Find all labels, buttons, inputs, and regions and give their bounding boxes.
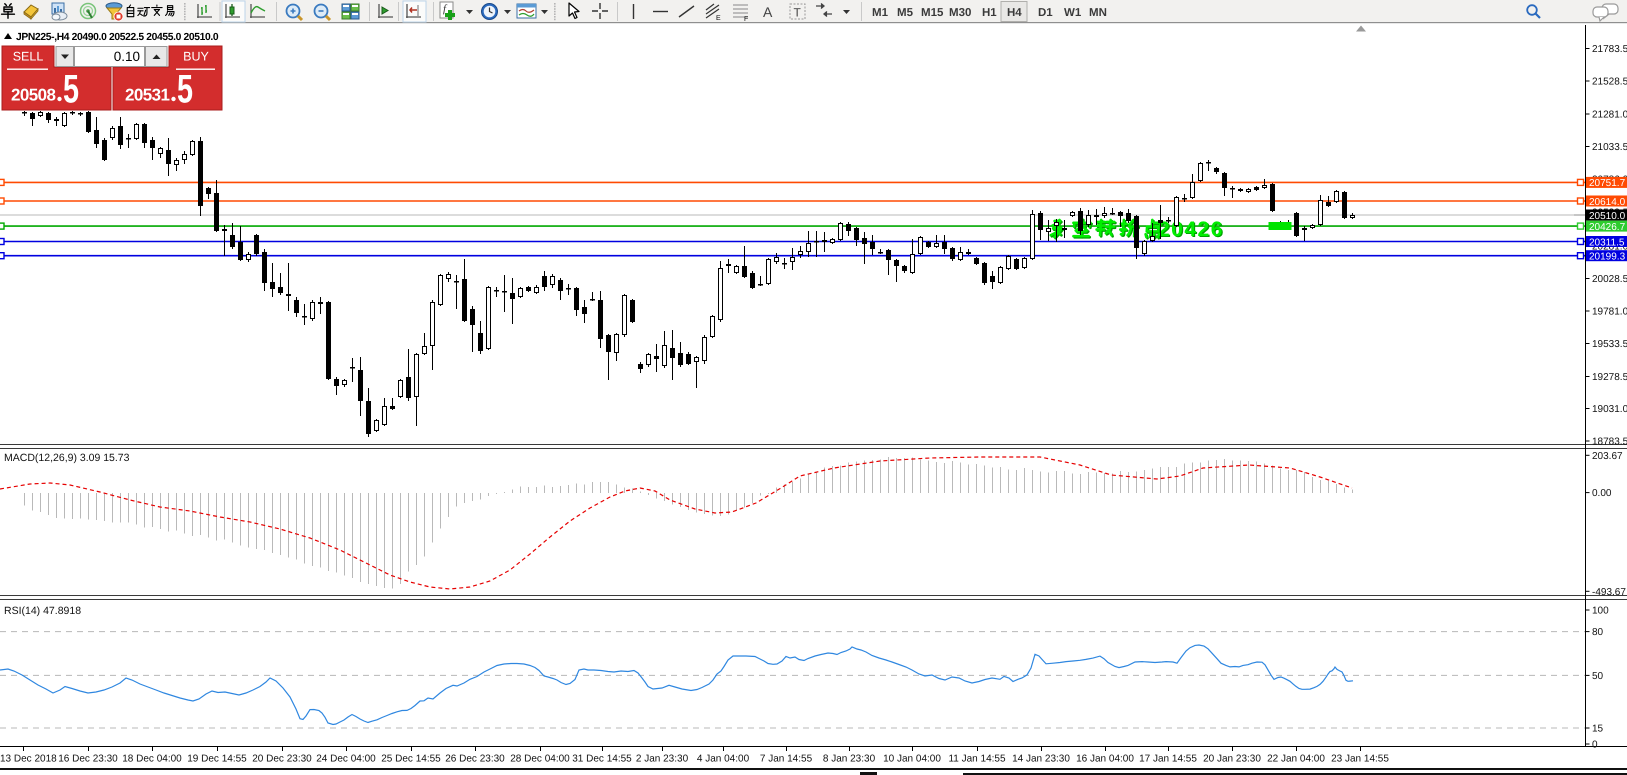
svg-text:80: 80 xyxy=(1592,627,1604,638)
svg-text:203.67: 203.67 xyxy=(1592,451,1623,462)
svg-text:20508: 20508 xyxy=(11,86,56,105)
svg-text:20510.0: 20510.0 xyxy=(1589,211,1626,222)
svg-text:T: T xyxy=(794,6,802,20)
svg-text:A: A xyxy=(763,4,773,20)
svg-text:18783.5: 18783.5 xyxy=(1592,437,1627,448)
svg-text:M30: M30 xyxy=(949,7,971,19)
svg-text:20614.0: 20614.0 xyxy=(1589,197,1626,208)
svg-text:F: F xyxy=(744,16,748,23)
svg-text:20199.3: 20199.3 xyxy=(1589,252,1626,263)
svg-text:26 Dec 23:30: 26 Dec 23:30 xyxy=(445,754,505,765)
svg-text:M15: M15 xyxy=(921,7,944,19)
svg-text:50: 50 xyxy=(1592,671,1604,682)
svg-text:23 Jan 14:55: 23 Jan 14:55 xyxy=(1331,754,1389,765)
svg-text:16 Jan 04:00: 16 Jan 04:00 xyxy=(1076,754,1134,765)
svg-text:5: 5 xyxy=(63,68,79,112)
svg-text:H1: H1 xyxy=(982,7,997,19)
svg-text:20 Dec 23:30: 20 Dec 23:30 xyxy=(252,754,312,765)
svg-text:JPN225-,H4 20490.0 20522.5 20: JPN225-,H4 20490.0 20522.5 20455.0 20510… xyxy=(16,32,219,43)
svg-text:11 Jan 14:55: 11 Jan 14:55 xyxy=(948,754,1006,765)
svg-text:19031.0: 19031.0 xyxy=(1592,404,1627,415)
svg-text:100: 100 xyxy=(1592,606,1609,617)
svg-text:MN: MN xyxy=(1089,7,1107,19)
svg-text:H4: H4 xyxy=(1007,7,1022,19)
svg-text:19278.5: 19278.5 xyxy=(1592,372,1627,383)
svg-text:0.00: 0.00 xyxy=(1592,488,1612,499)
svg-text:21281.0: 21281.0 xyxy=(1592,110,1627,121)
svg-text:24 Dec 04:00: 24 Dec 04:00 xyxy=(316,754,376,765)
svg-text:20028.5: 20028.5 xyxy=(1592,274,1627,285)
svg-text:W1: W1 xyxy=(1064,7,1082,19)
svg-text:0: 0 xyxy=(1592,740,1598,751)
svg-text:2 Jan 23:30: 2 Jan 23:30 xyxy=(636,754,689,765)
svg-text:19533.5: 19533.5 xyxy=(1592,339,1627,350)
svg-text:20 Jan 23:30: 20 Jan 23:30 xyxy=(1203,754,1261,765)
svg-text:10 Jan 04:00: 10 Jan 04:00 xyxy=(883,754,941,765)
svg-text:14 Jan 23:30: 14 Jan 23:30 xyxy=(1012,754,1070,765)
svg-text:16 Dec 23:30: 16 Dec 23:30 xyxy=(58,754,118,765)
svg-text:19 Dec 14:55: 19 Dec 14:55 xyxy=(187,754,247,765)
svg-text:31 Dec 14:55: 31 Dec 14:55 xyxy=(572,754,632,765)
svg-text:13 Dec 2018: 13 Dec 2018 xyxy=(0,754,57,765)
svg-text:20426: 20426 xyxy=(1158,218,1224,241)
svg-text:25 Dec 14:55: 25 Dec 14:55 xyxy=(381,754,441,765)
svg-text:E: E xyxy=(716,15,721,22)
svg-text:15: 15 xyxy=(1592,724,1604,735)
svg-text:D1: D1 xyxy=(1038,7,1053,19)
svg-text:21783.5: 21783.5 xyxy=(1592,44,1627,55)
svg-text:BUY: BUY xyxy=(183,50,209,64)
svg-text:0.10: 0.10 xyxy=(114,49,140,64)
svg-text:21528.5: 21528.5 xyxy=(1592,77,1627,88)
svg-text:17 Jan 14:55: 17 Jan 14:55 xyxy=(1139,754,1197,765)
svg-text:5: 5 xyxy=(177,68,193,112)
svg-text:22 Jan 04:00: 22 Jan 04:00 xyxy=(1267,754,1325,765)
svg-text:-493.67: -493.67 xyxy=(1592,587,1626,598)
svg-text:f: f xyxy=(443,3,448,15)
svg-text:M5: M5 xyxy=(897,7,914,19)
svg-text:M1: M1 xyxy=(872,7,889,19)
svg-text:4 Jan 04:00: 4 Jan 04:00 xyxy=(697,754,750,765)
svg-text:7 Jan 14:55: 7 Jan 14:55 xyxy=(760,754,813,765)
svg-text:20751.7: 20751.7 xyxy=(1589,178,1626,189)
svg-text:RSI(14) 47.8918: RSI(14) 47.8918 xyxy=(4,605,81,617)
svg-text:8 Jan 23:30: 8 Jan 23:30 xyxy=(823,754,876,765)
svg-text:28 Dec 04:00: 28 Dec 04:00 xyxy=(510,754,570,765)
svg-text:18 Dec 04:00: 18 Dec 04:00 xyxy=(122,754,182,765)
svg-text:SELL: SELL xyxy=(13,50,44,64)
svg-text:20426.7: 20426.7 xyxy=(1589,222,1626,233)
svg-text:MACD(12,26,9) 3.09 15.73: MACD(12,26,9) 3.09 15.73 xyxy=(4,452,130,464)
svg-text:20311.5: 20311.5 xyxy=(1589,237,1625,248)
svg-text:21033.5: 21033.5 xyxy=(1592,142,1627,153)
svg-text:19781.0: 19781.0 xyxy=(1592,307,1627,318)
svg-text:20531: 20531 xyxy=(125,86,170,105)
